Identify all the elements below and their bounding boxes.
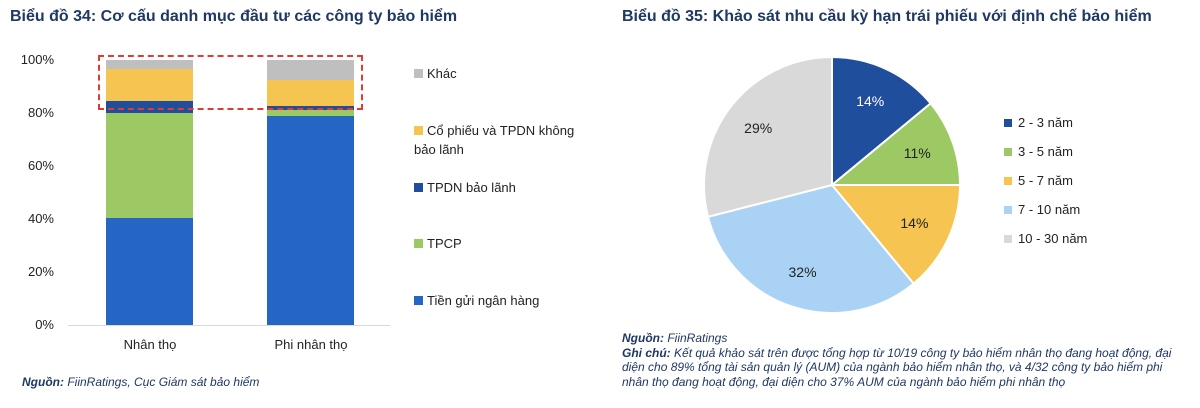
bar-phi-nhan-tho: [267, 60, 354, 325]
bar-segment: [106, 101, 193, 113]
bar-nhan-tho: [106, 60, 193, 325]
y-tick: 60%: [27, 158, 54, 173]
pie-slice: [831, 55, 933, 188]
pie-chart: [703, 55, 962, 314]
legend-item: TPDN bảo lãnh: [414, 178, 516, 197]
legend-swatch: [1004, 148, 1012, 156]
bar-segment: [106, 60, 193, 70]
legend-item: 10 - 30 năm: [1004, 231, 1087, 246]
y-tick: 100%: [20, 52, 54, 67]
pie-data-label: 11%: [903, 144, 931, 161]
pie-data-label: 14%: [856, 92, 885, 109]
legend-item: 3 - 5 năm: [1004, 144, 1073, 159]
legend-swatch: [414, 126, 423, 135]
right-note: Ghi chú: Kết quả khảo sát trên được tổng…: [622, 345, 1172, 389]
bar-segment: [106, 113, 193, 218]
legend-swatch: [414, 183, 423, 192]
legend-item: 2 - 3 năm: [1004, 115, 1073, 130]
legend-item: Tiền gửi ngân hàng: [414, 291, 539, 310]
pie-slice: [706, 183, 915, 314]
legend-swatch: [1004, 177, 1012, 185]
legend-item: Khác: [414, 64, 457, 83]
legend-swatch: [414, 296, 423, 305]
x-label: Phi nhân thọ: [274, 337, 348, 352]
pie-data-label: 32%: [788, 263, 817, 280]
pie-slice: [829, 184, 962, 286]
legend-swatch: [414, 69, 423, 78]
y-tick: 0%: [35, 317, 54, 332]
pie-slice: [703, 55, 833, 219]
legend-item: 5 - 7 năm: [1004, 173, 1073, 188]
legend-item: Cổ phiếu và TPDN không bảo lãnh: [414, 123, 575, 157]
x-label: Nhân thọ: [123, 337, 177, 352]
right-chart-title: Biểu đồ 35: Khảo sát nhu cầu kỳ hạn trái…: [622, 8, 1152, 25]
legend-swatch: [1004, 206, 1012, 214]
bar-segment: [267, 115, 354, 325]
right-notes: Nguồn: FiinRatings Ghi chú: Kết quả khảo…: [622, 331, 1192, 389]
y-tick: 80%: [27, 105, 54, 120]
legend-swatch: [414, 239, 423, 248]
legend-swatch: [1004, 235, 1012, 243]
x-axis-line: [68, 325, 390, 326]
bar-segment: [267, 110, 354, 116]
left-chart-title: Biểu đồ 34: Cơ cấu danh mục đầu tư các c…: [10, 8, 458, 25]
pie-data-label: 14%: [900, 215, 929, 232]
right-source: Nguồn: FiinRatings: [622, 331, 728, 345]
highlight-box: [98, 55, 363, 110]
legend-swatch: [1004, 119, 1012, 127]
pie-slice: [829, 102, 962, 186]
y-tick: 40%: [27, 211, 54, 226]
bar-segment: [106, 217, 193, 325]
left-source: Nguồn: FiinRatings, Cục Giám sát bảo hiể…: [22, 375, 260, 389]
y-tick: 20%: [27, 264, 54, 279]
legend-item: TPCP: [414, 234, 462, 253]
pie-data-label: 29%: [744, 119, 773, 136]
bar-segment: [106, 69, 193, 102]
legend-item: 7 - 10 năm: [1004, 202, 1080, 217]
bar-segment: [267, 79, 354, 107]
bar-segment: [267, 60, 354, 80]
